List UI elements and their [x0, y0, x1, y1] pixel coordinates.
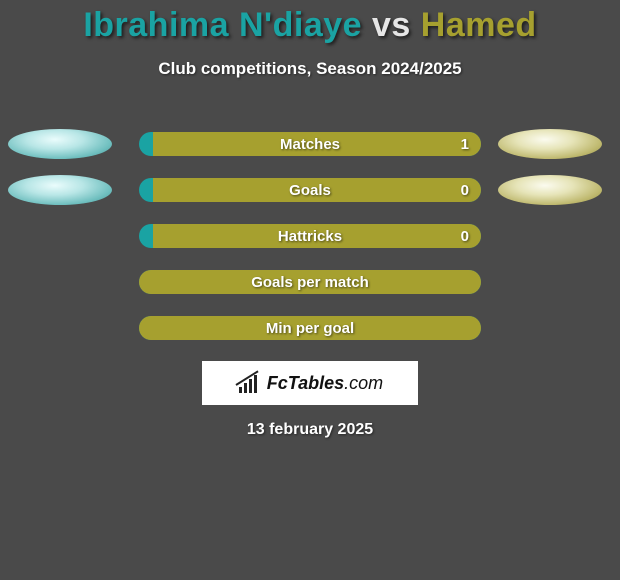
- stat-bar: Hattricks0: [139, 224, 481, 248]
- bar-fill: [153, 178, 481, 202]
- player2-marker-icon: [498, 129, 602, 159]
- stat-row: Goals0: [0, 167, 620, 213]
- stat-row: Min per goal: [0, 305, 620, 351]
- stat-bar: Matches1: [139, 132, 481, 156]
- comparison-chart: Matches1 Goals0 Hattricks0 Goals per match M…: [0, 121, 620, 351]
- vs-separator: vs: [362, 6, 421, 44]
- logo-brand: FcTables: [267, 373, 344, 393]
- bar-fill: [153, 224, 481, 248]
- logo-text: FcTables.com: [267, 373, 383, 394]
- stat-value-right: 1: [461, 132, 469, 156]
- stat-value-right: 0: [461, 178, 469, 202]
- player2-marker-icon: [498, 175, 602, 205]
- player2-name: Hamed: [421, 6, 537, 44]
- player1-marker-icon: [8, 175, 112, 205]
- stat-bar: Goals0: [139, 178, 481, 202]
- stat-row: Goals per match: [0, 259, 620, 305]
- source-logo: FcTables.com: [202, 361, 418, 405]
- player1-marker-icon: [8, 129, 112, 159]
- stat-bar: Goals per match: [139, 270, 481, 294]
- comparison-title: Ibrahima N'diaye vs Hamed: [0, 0, 620, 45]
- bar-fill: [139, 270, 481, 294]
- date-label: 13 february 2025: [0, 421, 620, 439]
- stat-bar: Min per goal: [139, 316, 481, 340]
- stat-value-right: 0: [461, 224, 469, 248]
- logo-domain: .com: [344, 373, 383, 393]
- player1-name: Ibrahima N'diaye: [83, 6, 362, 44]
- subtitle: Club competitions, Season 2024/2025: [0, 59, 620, 79]
- stat-row: Hattricks0: [0, 213, 620, 259]
- stat-row: Matches1: [0, 121, 620, 167]
- bar-fill: [139, 316, 481, 340]
- bar-fill: [153, 132, 481, 156]
- bar-chart-icon: [237, 373, 261, 393]
